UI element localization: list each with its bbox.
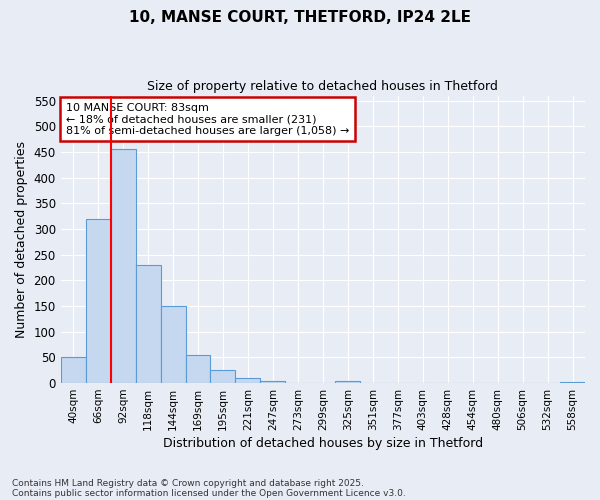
X-axis label: Distribution of detached houses by size in Thetford: Distribution of detached houses by size …: [163, 437, 483, 450]
Bar: [211, 370, 235, 383]
Bar: [260, 380, 286, 383]
Bar: [61, 358, 86, 383]
Bar: [335, 380, 360, 383]
Text: Contains HM Land Registry data © Crown copyright and database right 2025.: Contains HM Land Registry data © Crown c…: [12, 478, 364, 488]
Y-axis label: Number of detached properties: Number of detached properties: [15, 141, 28, 338]
Bar: [86, 219, 110, 383]
Bar: [185, 355, 211, 383]
Title: Size of property relative to detached houses in Thetford: Size of property relative to detached ho…: [148, 80, 498, 93]
Bar: [161, 306, 185, 383]
Bar: [560, 382, 585, 383]
Text: 10, MANSE COURT, THETFORD, IP24 2LE: 10, MANSE COURT, THETFORD, IP24 2LE: [129, 10, 471, 25]
Bar: [235, 378, 260, 383]
Text: Contains public sector information licensed under the Open Government Licence v3: Contains public sector information licen…: [12, 488, 406, 498]
Bar: [110, 150, 136, 383]
Bar: [136, 265, 161, 383]
Text: 10 MANSE COURT: 83sqm
← 18% of detached houses are smaller (231)
81% of semi-det: 10 MANSE COURT: 83sqm ← 18% of detached …: [66, 102, 349, 136]
